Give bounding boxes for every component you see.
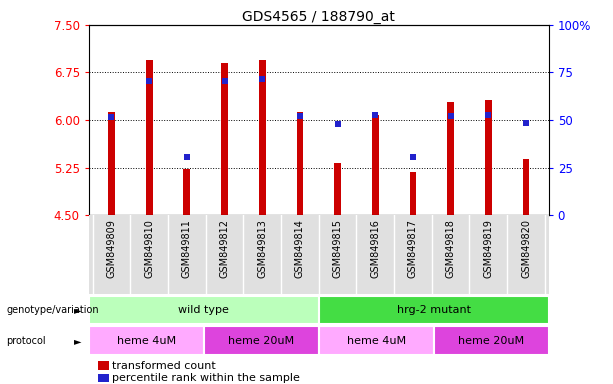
Bar [89, 326, 204, 355]
Text: genotype/variation: genotype/variation [6, 305, 99, 315]
Bar [89, 296, 319, 324]
Bar [447, 102, 454, 215]
Text: GSM849817: GSM849817 [408, 219, 418, 278]
Text: percentile rank within the sample: percentile rank within the sample [112, 373, 299, 383]
Text: GSM849816: GSM849816 [370, 219, 380, 278]
Bar [485, 100, 492, 215]
Text: GSM849809: GSM849809 [107, 219, 116, 278]
Text: GSM849815: GSM849815 [333, 219, 343, 278]
Text: GSM849812: GSM849812 [219, 219, 229, 278]
Bar [319, 326, 434, 355]
Text: heme 20uM: heme 20uM [228, 336, 294, 346]
Text: GSM849820: GSM849820 [521, 219, 531, 278]
Text: GSM849810: GSM849810 [144, 219, 154, 278]
Text: protocol: protocol [6, 336, 46, 346]
Bar [372, 115, 379, 215]
Text: ►: ► [74, 305, 82, 315]
Bar [221, 63, 228, 215]
Text: transformed count: transformed count [112, 361, 215, 371]
Text: heme 20uM: heme 20uM [458, 336, 524, 346]
Bar [108, 113, 115, 215]
Bar [523, 159, 530, 215]
Bar [334, 163, 341, 215]
Bar [146, 60, 153, 215]
Text: heme 4uM: heme 4uM [117, 336, 176, 346]
Bar [204, 326, 319, 355]
Text: GSM849818: GSM849818 [446, 219, 455, 278]
Text: GSM849819: GSM849819 [483, 219, 493, 278]
Text: wild type: wild type [178, 305, 229, 315]
Bar [409, 172, 416, 215]
Bar [183, 169, 190, 215]
Text: ►: ► [74, 336, 82, 346]
Title: GDS4565 / 188790_at: GDS4565 / 188790_at [242, 10, 395, 24]
Bar [297, 113, 303, 215]
Text: GSM849813: GSM849813 [257, 219, 267, 278]
Bar [259, 60, 265, 215]
Text: GSM849811: GSM849811 [182, 219, 192, 278]
Bar [89, 215, 549, 294]
Text: hrg-2 mutant: hrg-2 mutant [397, 305, 471, 315]
Text: GSM849814: GSM849814 [295, 219, 305, 278]
Text: heme 4uM: heme 4uM [347, 336, 406, 346]
Bar [434, 326, 549, 355]
Bar [319, 296, 549, 324]
